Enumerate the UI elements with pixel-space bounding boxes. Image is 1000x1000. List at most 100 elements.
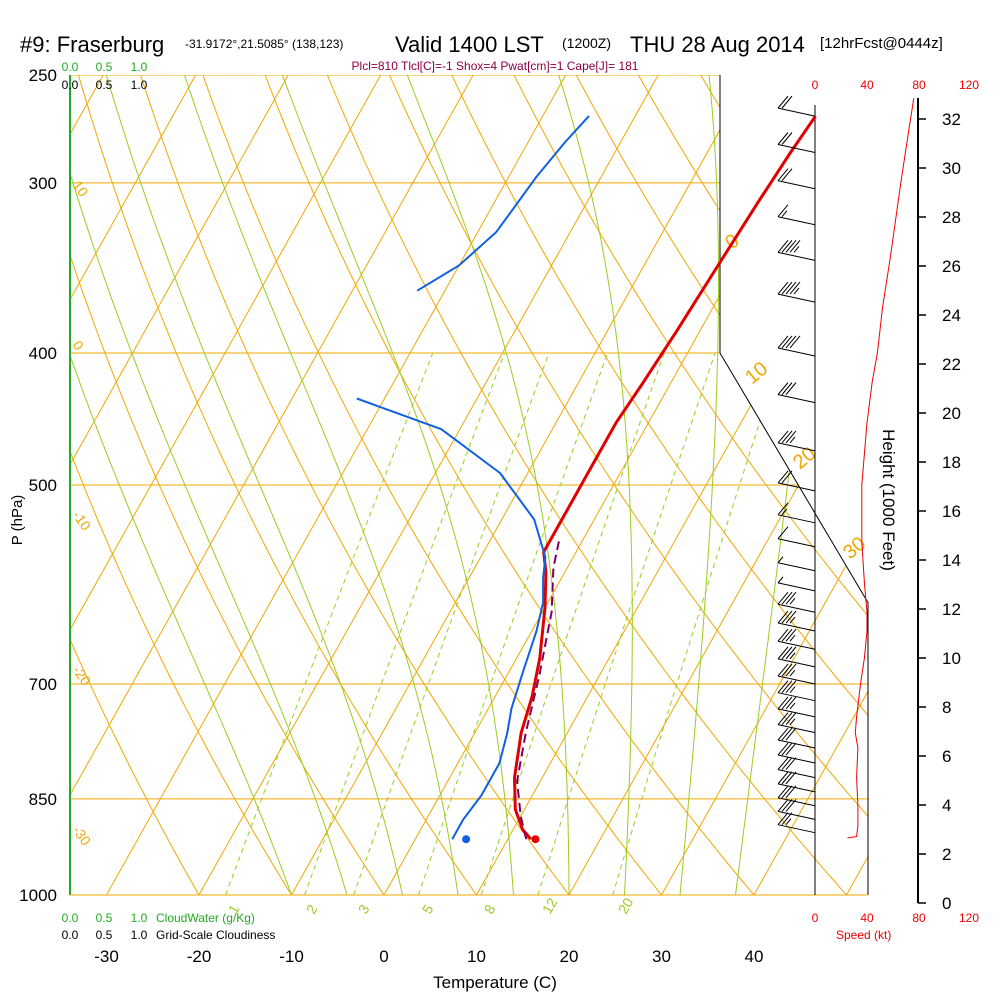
cloudwater-axis-label: CloudWater (g/Kg) — [156, 911, 255, 925]
wind-barb-staff — [777, 708, 816, 718]
cloudwater-tick-label-bottom: 1.0 — [131, 911, 148, 925]
surface-dewpoint-marker — [462, 835, 471, 844]
wind-barb-feather — [777, 727, 789, 741]
isotherm-line — [661, 75, 868, 895]
height-tick-label: 18 — [942, 453, 961, 472]
wind-barb-feather — [781, 610, 793, 624]
wind-barb-staff — [777, 514, 816, 524]
dry-adiabat-line — [70, 75, 292, 895]
mixing-ratio-line — [353, 352, 550, 895]
wind-barb-staff — [777, 293, 816, 303]
wind-barb — [777, 785, 816, 807]
wind-barb-staff — [777, 769, 816, 779]
height-tick-label: 2 — [942, 845, 951, 864]
wind-barb-staff — [777, 797, 816, 807]
stability-indices: Plcl=810 Tlcl[C]=-1 Shox=4 Pwat[cm]=1 Ca… — [352, 59, 639, 73]
wind-barb-staff — [777, 251, 816, 261]
wind-barb-feather — [781, 785, 793, 799]
wind-barb-feather — [781, 727, 793, 741]
pressure-tick-label: 850 — [29, 790, 57, 809]
isotherm-line — [198, 75, 659, 895]
wind-barb-feather — [789, 335, 801, 349]
wind-barb-feather — [777, 204, 789, 218]
cloudwater-tick-label-top: 0.0 — [62, 60, 79, 74]
diagram-boundary — [719, 352, 869, 895]
dry-adiabat-line — [77, 75, 477, 895]
wind-barb-feather — [781, 591, 793, 605]
wind-barb — [777, 556, 816, 572]
dew-point-profile — [356, 397, 547, 840]
pressure-tick-label: 700 — [29, 675, 57, 694]
dry-adiabat-line — [513, 75, 868, 895]
speed-tick-label-top: 40 — [860, 78, 874, 92]
wind-barb-staff — [777, 783, 816, 793]
isotherm-line — [70, 75, 197, 895]
wind-barb-staff — [777, 538, 816, 548]
station-coords: -31.9172°,21.5085° (138,123) — [185, 37, 343, 51]
cloudwater-tick-label-top: 1.0 — [131, 60, 148, 74]
wind-barb-feather — [781, 757, 793, 770]
moist-adiabat-line — [70, 75, 292, 895]
pressure-tick-label: 300 — [29, 174, 57, 193]
wind-barb-feather — [777, 785, 789, 799]
wind-barb-feather — [785, 799, 797, 812]
pressure-tick-label: 500 — [29, 476, 57, 495]
mixing-ratio-line — [225, 352, 434, 895]
wind-barb-half-feather — [777, 556, 784, 564]
wind-barb — [777, 382, 816, 404]
isotherm-line — [70, 75, 289, 895]
height-tick-label: 30 — [942, 159, 961, 178]
wind-barb-feather — [777, 646, 789, 660]
wind-barb — [777, 168, 816, 190]
wind-barb-feather — [777, 95, 789, 109]
wind-barb-feather — [785, 628, 797, 642]
wind-barb-feather — [781, 742, 793, 756]
height-tick-label: 0 — [942, 894, 951, 913]
wind-barb-feather — [781, 430, 793, 444]
pressure-axis-label: P (hPa) — [9, 495, 26, 546]
wind-barb-staff — [777, 347, 816, 357]
cloudiness-tick-label-bottom: 1.0 — [131, 928, 148, 942]
wind-barb-half-feather — [781, 508, 788, 516]
isotherm-line — [70, 75, 474, 895]
wind-barb-feather — [777, 382, 789, 395]
wind-barb-half-feather — [789, 669, 796, 677]
wind-barb-feather — [777, 430, 789, 444]
wind-barb-feather — [777, 168, 789, 182]
moist-adiabat-line — [679, 75, 719, 895]
temperature-axis-label: Temperature (C) — [433, 973, 557, 992]
mixing-ratio-line — [417, 352, 609, 895]
dry-adiabat-label: 10 — [741, 358, 772, 389]
wind-barb-feather — [777, 132, 789, 145]
temperature-tick-label: -10 — [279, 947, 304, 966]
mixing-ratio-line — [480, 352, 665, 895]
wind-barb-feather — [777, 628, 789, 642]
forecast-info: [12hrFcst@0444z] — [820, 35, 943, 52]
valid-date: THU 28 Aug 2014 — [630, 32, 805, 57]
wind-barb-feather — [785, 757, 797, 770]
speed-tick-label-bottom: 80 — [912, 911, 926, 925]
wind-barb — [777, 727, 816, 749]
wind-barb-feather — [781, 382, 793, 395]
dry-adiabat-line — [326, 75, 847, 895]
wind-barb-staff — [777, 180, 816, 190]
wind-barb-feather — [785, 712, 797, 725]
cloudwater-tick-label-bottom: 0.5 — [96, 911, 113, 925]
mixing-ratio-line — [612, 352, 783, 895]
wind-barb — [777, 576, 816, 592]
dry-adiabat-label: 30 — [839, 533, 870, 564]
wind-barb — [777, 204, 816, 226]
speed-tick-label-bottom: 0 — [812, 911, 819, 925]
valid-time: Valid 1400 LST — [395, 32, 544, 57]
isotherm-label: -30 — [70, 823, 95, 849]
wind-barb-feather — [777, 799, 789, 812]
isotherm-line — [753, 75, 868, 895]
wind-barb-half-feather — [789, 652, 796, 660]
cloudiness-tick-label-bottom: 0.5 — [96, 928, 113, 942]
wind-barb — [777, 240, 816, 261]
wind-barb-feather — [781, 281, 793, 295]
wind-barb-feather — [781, 628, 793, 642]
wind-barb-half-feather — [789, 702, 796, 710]
wind-barb — [777, 430, 816, 452]
dry-adiabat-line — [202, 75, 662, 895]
